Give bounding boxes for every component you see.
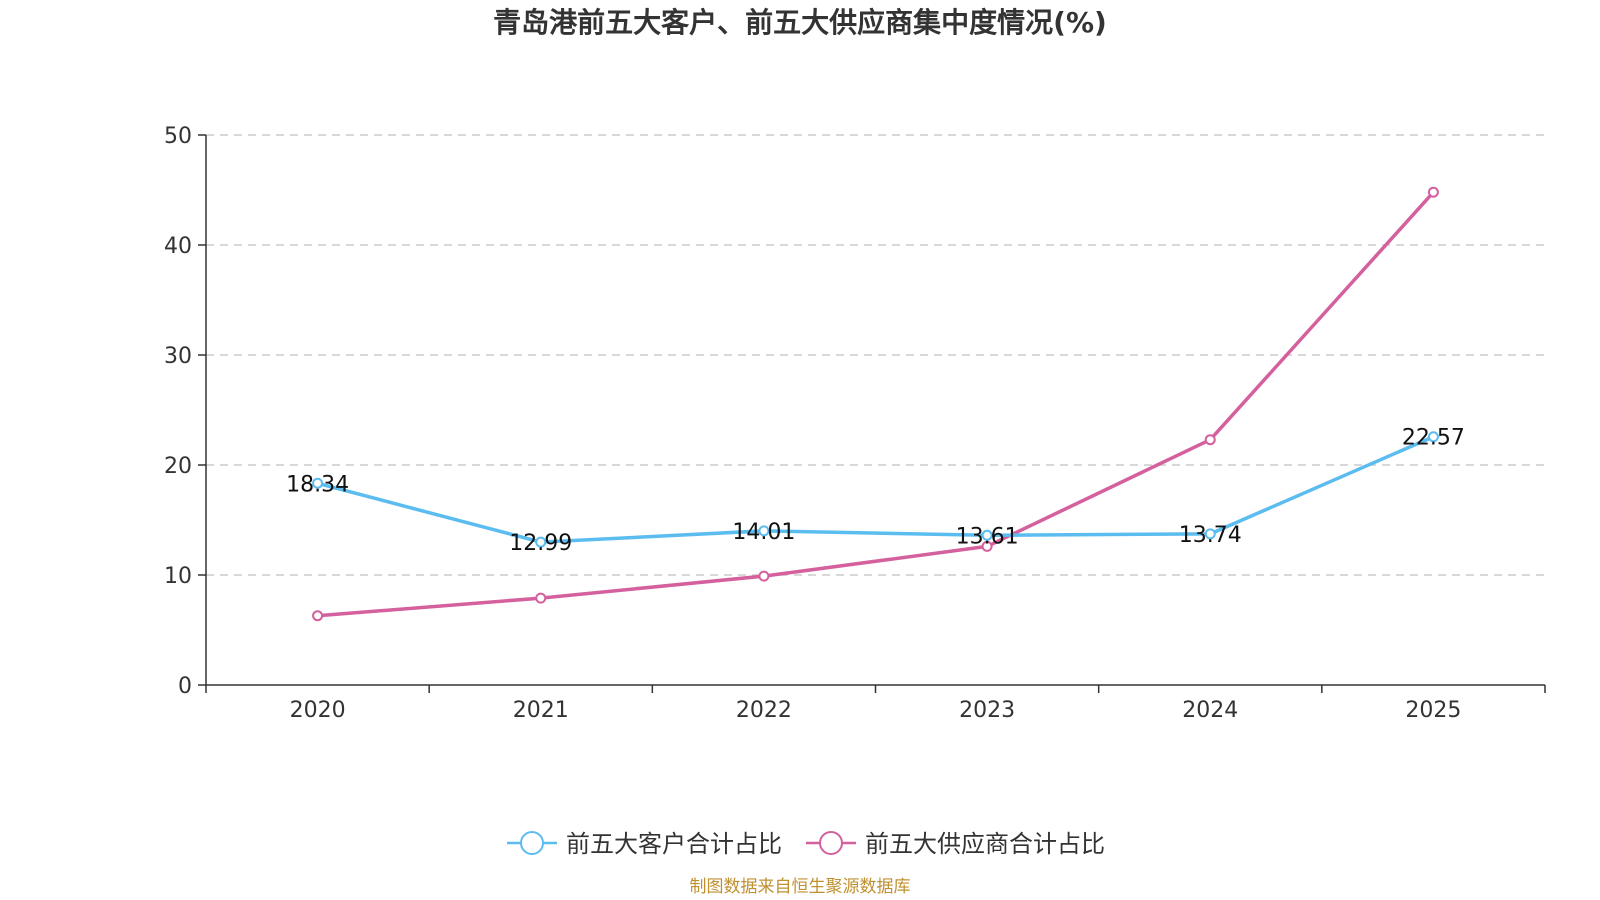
legend: 前五大客户合计占比 前五大供应商合计占比 — [507, 830, 1105, 858]
y-tick-label: 50 — [164, 124, 192, 149]
y-tick-label: 30 — [164, 344, 192, 369]
series-line-0 — [317, 435, 1435, 544]
legend-marker — [520, 831, 544, 855]
x-tick-label: 2025 — [1405, 698, 1461, 723]
y-tick-label: 40 — [164, 234, 192, 259]
data-point-1 — [312, 610, 324, 622]
x-tick-label: 2021 — [513, 698, 569, 723]
data-point-0 — [312, 477, 324, 489]
y-tick-label: 20 — [164, 454, 192, 479]
chart-title: 青岛港前五大客户、前五大供应商集中度情况(%) — [493, 6, 1107, 39]
data-label: 13.74 — [1179, 523, 1242, 548]
x-tick-label: 2022 — [736, 698, 792, 723]
data-point-1 — [758, 570, 770, 582]
axes — [205, 135, 1545, 686]
legend-label: 前五大供应商合计占比 — [865, 830, 1105, 858]
data-point-1 — [1204, 434, 1216, 446]
data-label: 22.57 — [1402, 426, 1465, 451]
data-label: 12.99 — [509, 531, 572, 556]
data-point-0 — [1204, 528, 1216, 540]
data-point-0 — [981, 529, 993, 541]
source-note: 制图数据来自恒生聚源数据库 — [690, 877, 911, 897]
data-label: 13.61 — [956, 524, 1019, 549]
y-tick-label: 10 — [164, 564, 192, 589]
series-line-1 — [317, 191, 1435, 618]
grid-lines — [206, 134, 1545, 576]
data-point-1 — [981, 540, 993, 552]
series-group — [312, 186, 1439, 622]
x-axis-ticks: 2020 2021 2022 2023 2024 2025 — [205, 685, 1546, 723]
data-labels: 18.34 12.99 14.01 13.61 13.74 22.57 — [286, 426, 1465, 556]
data-point-0 — [758, 525, 770, 537]
y-tick-label: 0 — [178, 674, 192, 699]
data-point-0 — [535, 536, 547, 548]
x-tick-label: 2023 — [959, 698, 1015, 723]
x-tick-label: 2024 — [1182, 698, 1238, 723]
y-axis-ticks: 0 10 20 30 40 50 — [164, 124, 206, 699]
data-point-1 — [535, 592, 547, 604]
data-point-0 — [1427, 431, 1439, 443]
x-tick-label: 2020 — [290, 698, 346, 723]
legend-item-0[interactable]: 前五大客户合计占比 — [507, 830, 782, 858]
legend-marker — [819, 831, 843, 855]
data-label: 18.34 — [286, 472, 349, 497]
data-point-1 — [1427, 186, 1439, 198]
data-label: 14.01 — [732, 520, 795, 545]
legend-label: 前五大客户合计占比 — [566, 830, 782, 858]
legend-item-1[interactable]: 前五大供应商合计占比 — [806, 830, 1105, 858]
